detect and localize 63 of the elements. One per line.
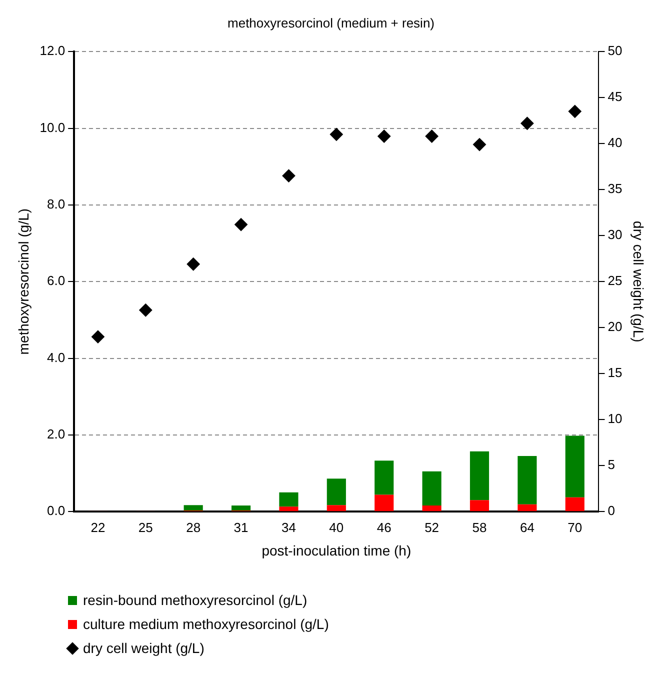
legend-label: culture medium methoxyresorcinol (g/L): [83, 616, 329, 632]
x-tick-label: 64: [520, 520, 534, 535]
bar: [279, 492, 298, 507]
y2-tick-label: 25: [608, 273, 622, 288]
x-tick-label: 52: [424, 520, 440, 535]
y-tick-label: 12.0: [40, 43, 66, 58]
y2-tick-label: 35: [608, 181, 622, 196]
point: [186, 258, 200, 271]
y-tick-label: 8.0: [47, 196, 66, 212]
point: [520, 116, 534, 130]
x-tick-label: 40: [329, 520, 344, 535]
bar: [231, 505, 251, 510]
y-tick-label: 4.0: [47, 350, 66, 365]
bar: [326, 478, 346, 506]
y2-tick-label: 50: [608, 43, 622, 58]
y-tick-label: 10.0: [40, 120, 66, 135]
y2-tick-label: 0: [608, 503, 615, 518]
point: [330, 128, 343, 141]
x-tick-label: 58: [472, 520, 487, 535]
point: [139, 304, 152, 317]
y2-tick-label: 20: [608, 319, 622, 334]
bar: [374, 460, 394, 495]
x-tick-label: 22: [90, 520, 106, 535]
x-tick-label: 70: [568, 520, 582, 535]
y-tick-label: 6.0: [47, 273, 66, 288]
y2-tick-label: 40: [608, 135, 622, 150]
y-axis-title: methoxyresorcinol (g/L): [15, 208, 32, 355]
bar: [422, 505, 442, 512]
chart-title: methoxyresorcinol (medium + resin): [228, 15, 434, 30]
bar: [326, 505, 346, 512]
y2-tick-label: 30: [608, 227, 622, 242]
bar: [518, 456, 537, 504]
bar: [422, 471, 442, 506]
point: [378, 130, 391, 143]
point: [91, 330, 104, 344]
x-axis-title: post-inoculation time (h): [262, 542, 412, 558]
bar: [565, 497, 584, 512]
legend-label: resin-bound methoxyresorcinol (g/L): [83, 592, 308, 608]
x-tick-label: 31: [234, 520, 248, 535]
x-tick-label: 25: [138, 520, 153, 535]
y2-tick-label: 5: [608, 457, 615, 472]
bar: [184, 505, 203, 510]
y-tick-label: 2.0: [47, 426, 66, 442]
legend-label: dry cell weight (g/L): [83, 640, 204, 656]
x-tick-label: 46: [376, 520, 392, 535]
point: [234, 218, 248, 232]
x-tick-label: 28: [186, 520, 201, 535]
bar: [470, 500, 490, 512]
bar: [279, 506, 298, 512]
point: [425, 130, 438, 143]
bar: [518, 504, 537, 512]
bar: [374, 494, 394, 512]
y2-axis-title: dry cell weight (g/L): [630, 220, 647, 342]
point: [568, 104, 582, 118]
x-tick-label: 34: [281, 520, 296, 535]
point: [473, 138, 486, 152]
y2-tick-label: 10: [608, 411, 622, 426]
point: [282, 169, 296, 182]
y-tick-label: 0.0: [47, 503, 66, 518]
y2-tick-label: 45: [608, 89, 622, 104]
bar: [470, 451, 490, 500]
y2-tick-label: 15: [608, 365, 622, 380]
bar: [565, 436, 584, 498]
